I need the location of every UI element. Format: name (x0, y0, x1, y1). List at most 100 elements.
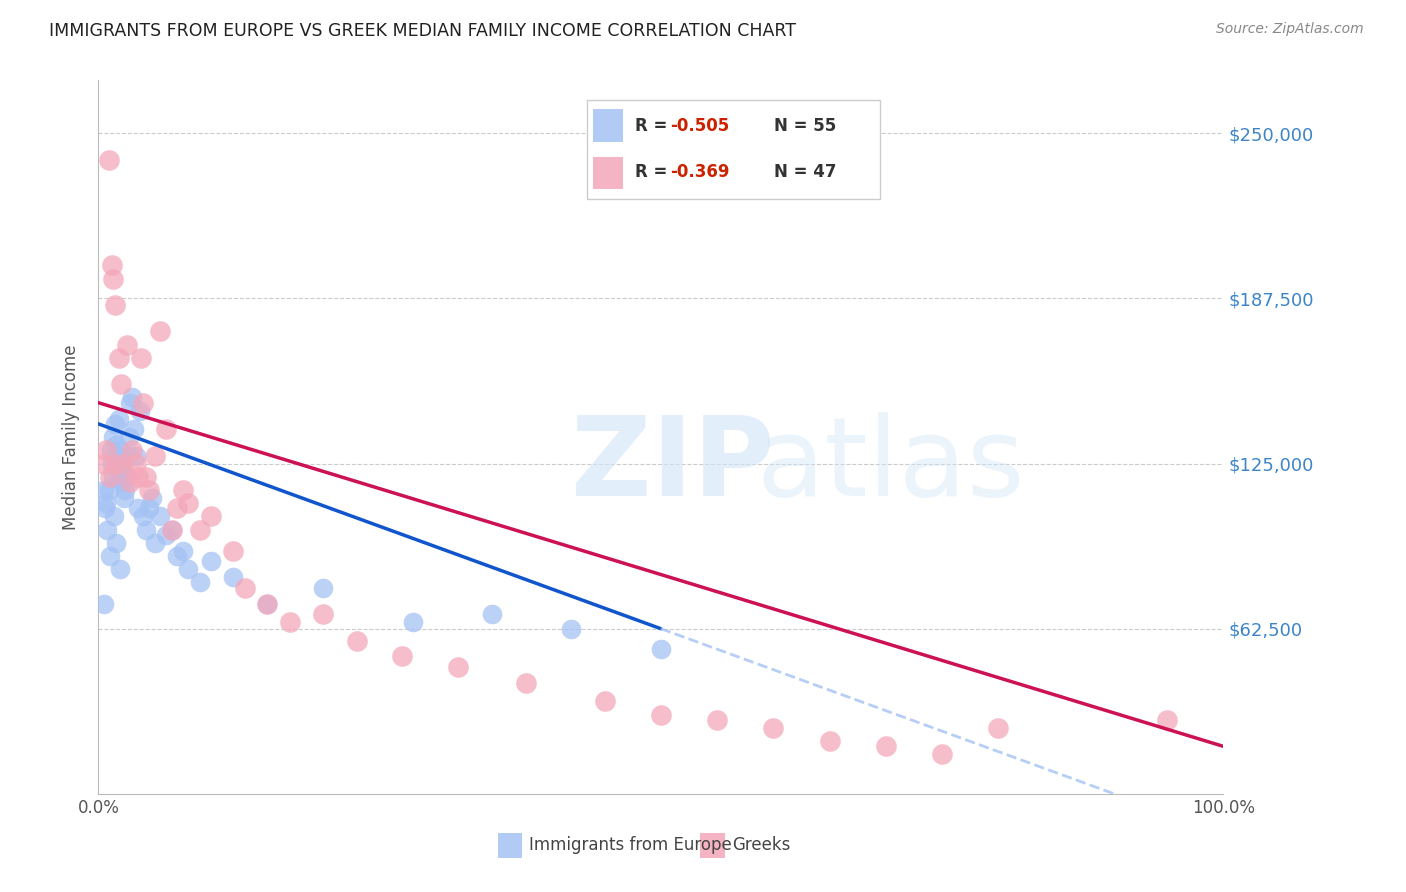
Point (391, 649, 413, 664)
Point (107, 469, 129, 483)
Point (593, 694, 616, 708)
Point (650, 641, 672, 656)
Point (100, 443, 122, 458)
Point (560, 622, 582, 636)
Point (172, 543, 194, 558)
Point (166, 549, 188, 563)
Point (706, 713, 728, 727)
Point (172, 483, 194, 497)
Point (447, 660, 470, 674)
Point (105, 457, 128, 471)
Point (101, 430, 124, 444)
Point (117, 449, 139, 463)
Point (103, 509, 125, 524)
Point (127, 501, 149, 516)
Point (141, 491, 163, 505)
Point (97, 153, 120, 167)
Point (160, 523, 183, 537)
Point (155, 422, 177, 436)
Point (278, 615, 301, 629)
Point (135, 469, 157, 483)
Point (96, 496, 118, 510)
Point (143, 449, 166, 463)
Point (177, 496, 200, 510)
Text: Greeks: Greeks (731, 837, 790, 855)
Point (402, 615, 425, 629)
Point (149, 509, 172, 524)
Point (762, 721, 785, 735)
Text: R =: R = (636, 117, 673, 135)
Point (312, 581, 335, 595)
Point (112, 457, 135, 471)
Text: N = 47: N = 47 (773, 163, 837, 181)
Point (105, 536, 128, 550)
Point (94, 501, 117, 516)
Point (118, 395, 141, 409)
Point (188, 523, 211, 537)
Bar (592, 157, 623, 189)
Point (222, 543, 245, 558)
Point (107, 411, 129, 425)
Point (987, 721, 1010, 735)
Point (107, 449, 129, 463)
Bar (700, 833, 725, 858)
Point (96, 443, 118, 458)
Text: Immigrants from Europe: Immigrants from Europe (529, 837, 733, 855)
Point (98, 549, 121, 563)
Point (650, 707, 672, 722)
Point (115, 337, 138, 351)
Point (312, 607, 335, 622)
Point (188, 575, 211, 590)
Point (818, 734, 841, 748)
Point (104, 417, 127, 431)
Point (97, 483, 120, 497)
Text: ZIP: ZIP (571, 412, 775, 519)
Point (149, 324, 172, 338)
Point (105, 438, 128, 452)
Point (222, 570, 245, 584)
Point (155, 528, 177, 542)
Point (132, 395, 155, 409)
Point (129, 403, 152, 417)
Point (200, 554, 222, 568)
Point (107, 351, 129, 365)
Point (93, 483, 115, 497)
Text: N = 55: N = 55 (773, 117, 837, 135)
Point (127, 469, 149, 483)
Point (200, 509, 222, 524)
Point (114, 483, 136, 497)
Point (104, 298, 127, 312)
FancyBboxPatch shape (586, 100, 880, 199)
Text: -0.505: -0.505 (669, 117, 728, 135)
Point (233, 581, 256, 595)
Point (121, 391, 143, 405)
Point (875, 739, 897, 754)
Point (166, 501, 188, 516)
Point (1156, 713, 1178, 727)
Point (108, 562, 131, 576)
Point (118, 430, 141, 444)
Point (115, 469, 138, 483)
Bar (498, 833, 523, 858)
Point (931, 747, 953, 762)
Point (124, 457, 146, 471)
Point (112, 491, 135, 505)
Text: -0.369: -0.369 (669, 163, 730, 181)
Point (101, 457, 124, 471)
Point (110, 377, 132, 392)
Point (256, 597, 278, 611)
Point (124, 449, 146, 463)
Bar (592, 110, 623, 142)
Point (93, 457, 115, 471)
Point (103, 449, 125, 463)
Text: R =: R = (636, 163, 673, 181)
Point (118, 475, 141, 489)
Point (110, 465, 132, 479)
Point (177, 562, 200, 576)
Point (129, 351, 152, 365)
Text: IMMIGRANTS FROM EUROPE VS GREEK MEDIAN FAMILY INCOME CORRELATION CHART: IMMIGRANTS FROM EUROPE VS GREEK MEDIAN F… (49, 22, 796, 40)
Point (96, 523, 118, 537)
Point (143, 536, 166, 550)
Point (101, 271, 124, 285)
Point (481, 607, 503, 622)
